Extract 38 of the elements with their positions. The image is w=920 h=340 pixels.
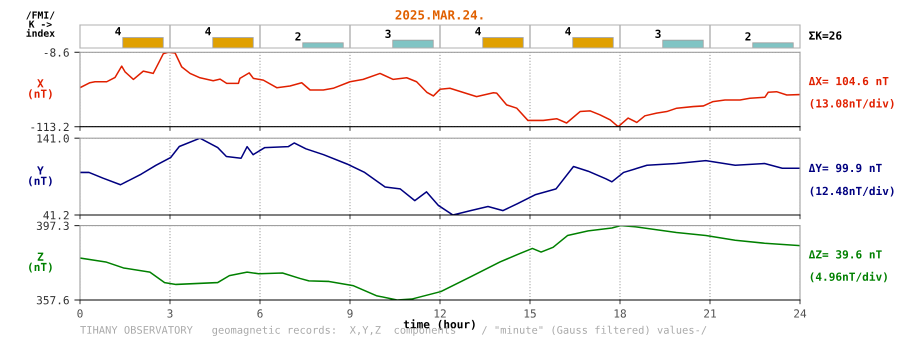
text: (4.96nT/div) xyxy=(810,272,887,282)
y-tick-label: -113.2 xyxy=(31,122,69,132)
data-label: 2 xyxy=(295,32,300,40)
text: ΔY= 99.9 nT xyxy=(808,164,882,172)
x-tick-label: 6 xyxy=(257,309,263,318)
line-series xyxy=(80,52,800,127)
x-tick-label: 18 xyxy=(614,309,626,318)
chart-title: 2025.MAR.24. xyxy=(396,10,482,20)
y-tick-label: 41.2 xyxy=(43,211,69,220)
x-tick-label: 12 xyxy=(434,309,446,318)
line-series xyxy=(80,226,800,300)
text: (13.08nT/div) xyxy=(810,98,894,109)
y-tick-label: 141.0 xyxy=(37,134,69,143)
x-tick-label: 9 xyxy=(347,309,353,318)
text: ΣK=26 xyxy=(809,31,842,40)
x-tick-label: 21 xyxy=(704,309,716,318)
text: (12.48nT/div) xyxy=(810,186,894,196)
data-label: 2 xyxy=(745,32,750,40)
text: ΔX= 104.6 nT xyxy=(808,76,888,86)
data-label: 3 xyxy=(385,30,391,38)
y-axis-title: Z (nT) xyxy=(29,252,52,272)
y-axis-title: /FMI/ K -> index xyxy=(26,12,55,37)
y-axis-title: Y (nT) xyxy=(29,166,52,186)
x-tick-label: 3 xyxy=(167,309,173,318)
x-tick-label: 15 xyxy=(524,309,536,318)
data-label: 4 xyxy=(565,27,571,36)
text: ΔZ= 39.6 nT xyxy=(808,250,882,259)
data-label: 4 xyxy=(475,27,481,36)
y-axis-title: X (nT) xyxy=(29,79,52,100)
line-series xyxy=(80,138,800,215)
y-tick-label: 397.3 xyxy=(36,222,69,230)
y-tick-label: 357.6 xyxy=(36,296,69,304)
data-label: 4 xyxy=(115,27,121,36)
data-label: 4 xyxy=(205,27,211,36)
data-label: 3 xyxy=(655,30,661,38)
x-tick-label: 0 xyxy=(77,309,83,318)
x-tick-label: 24 xyxy=(794,309,806,318)
y-tick-label: -8.6 xyxy=(44,48,69,57)
